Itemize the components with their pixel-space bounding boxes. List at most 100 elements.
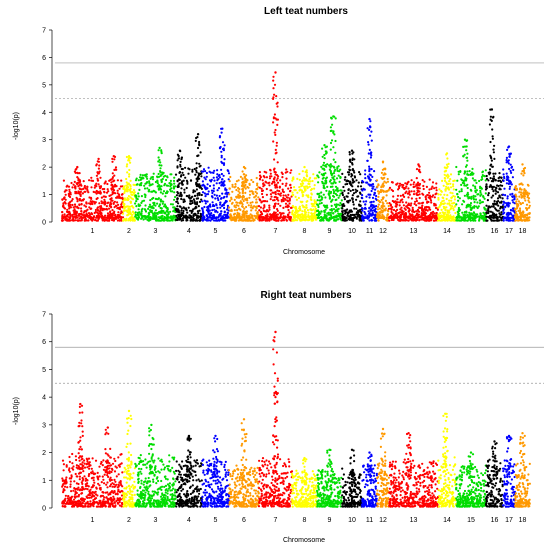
snp-point (330, 174, 333, 177)
snp-point (518, 218, 521, 221)
snp-point (98, 210, 101, 213)
snp-point (207, 166, 210, 169)
snp-point (528, 192, 531, 195)
snp-point (528, 204, 531, 207)
snp-point (273, 196, 276, 199)
snp-point (394, 205, 397, 208)
snp-point (231, 190, 234, 193)
snp-point (316, 193, 319, 196)
snp-point (278, 211, 281, 214)
snp-point (490, 159, 493, 162)
snp-point (212, 187, 215, 190)
snp-point (98, 205, 101, 208)
snp-point (188, 214, 191, 217)
snp-point (440, 208, 443, 211)
snp-point (180, 167, 183, 171)
snp-point (337, 174, 340, 177)
snp-point (341, 210, 344, 213)
snp-point (103, 219, 106, 222)
snp-point (182, 200, 185, 204)
snp-point (74, 185, 77, 188)
snp-point (409, 204, 412, 207)
snp-point (157, 211, 161, 214)
snp-point (305, 194, 308, 197)
snp-point (195, 166, 198, 170)
snp-point (485, 177, 489, 180)
snp-point (401, 198, 404, 201)
snp-point (385, 216, 388, 219)
snp-point (140, 195, 143, 198)
snp-point (290, 169, 293, 172)
snp-point (121, 471, 124, 474)
snp-point (498, 179, 502, 182)
snp-point (74, 191, 78, 194)
snp-point (520, 172, 523, 175)
snp-point (156, 211, 159, 215)
snp-point (185, 194, 188, 198)
snp-point (390, 216, 393, 219)
snp-point (369, 156, 372, 159)
snp-point (456, 215, 459, 218)
snp-point (111, 172, 114, 175)
snp-point (161, 200, 164, 203)
snp-point (273, 113, 276, 116)
snp-point (393, 214, 396, 218)
snp-point (243, 207, 246, 210)
snp-point (200, 198, 203, 201)
snp-point (474, 187, 477, 190)
snp-point (393, 200, 396, 203)
snp-point (252, 218, 255, 221)
chromosome-label: 4 (187, 228, 191, 235)
snp-point (382, 189, 385, 192)
snp-point (88, 179, 91, 182)
snp-point (442, 184, 445, 187)
snp-point (189, 179, 193, 182)
snp-point (332, 212, 335, 215)
snp-point (195, 181, 198, 184)
snp-point (288, 211, 291, 214)
snp-point (249, 206, 252, 209)
snp-point (278, 186, 281, 189)
snp-point (66, 213, 69, 216)
snp-point (332, 195, 336, 198)
snp-point (343, 219, 346, 222)
snp-point (384, 168, 387, 171)
snp-point (523, 197, 526, 200)
snp-point (343, 196, 346, 199)
snp-point (322, 193, 325, 196)
snp-point (265, 181, 268, 184)
snp-point (420, 206, 423, 209)
snp-point (276, 189, 279, 192)
snp-point (523, 194, 526, 197)
snp-point (470, 171, 474, 174)
snp-point (77, 177, 80, 180)
snp-point (330, 139, 334, 142)
snp-point (351, 198, 354, 201)
snp-point (166, 176, 169, 179)
snp-point (506, 148, 509, 151)
snp-point (265, 193, 268, 196)
snp-point (487, 207, 490, 210)
snp-point (194, 207, 197, 210)
snp-point (213, 208, 216, 211)
snp-point (237, 179, 240, 182)
snp-point (113, 179, 116, 182)
snp-point (307, 215, 310, 218)
snp-point (456, 192, 459, 196)
snp-point (100, 202, 104, 205)
snp-point (506, 175, 509, 178)
snp-point (135, 196, 138, 199)
snp-point (407, 180, 410, 183)
snp-point (120, 217, 123, 220)
snp-point (319, 219, 322, 222)
snp-point (266, 217, 269, 220)
snp-point (333, 166, 336, 169)
snp-point (111, 216, 114, 219)
chromosome-13-points (387, 163, 439, 222)
snp-point (329, 211, 332, 214)
snp-point (452, 208, 455, 212)
snp-point (340, 199, 343, 202)
snp-point (500, 176, 503, 179)
snp-point (128, 175, 131, 178)
snp-point (274, 133, 277, 136)
